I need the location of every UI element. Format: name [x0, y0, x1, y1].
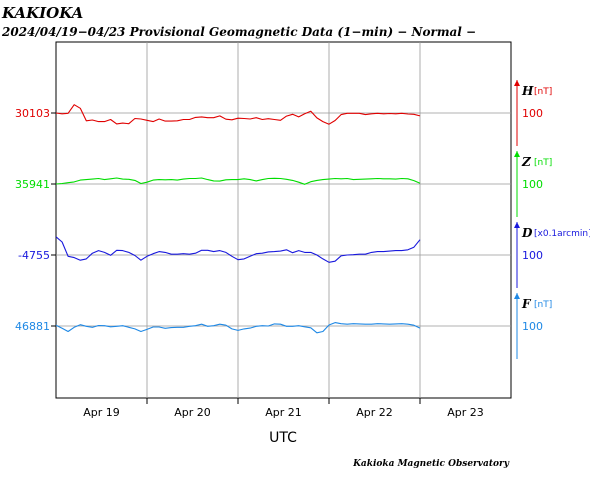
component-label-f: F — [521, 297, 532, 311]
baseline-labels: 30103 35941 -4755 46881 — [15, 107, 50, 333]
observatory-credit: Kakioka Magnetic Observatory — [352, 459, 510, 469]
baseline-gridlines — [51, 112, 511, 327]
scale-value-label: 100 — [522, 178, 543, 191]
x-tick-label: Apr 19 — [83, 406, 120, 419]
x-tick-label: Apr 21 — [265, 406, 302, 419]
component-unit-h: [nT] — [534, 87, 552, 97]
series-line-z — [55, 177, 421, 185]
scale-value-label: 100 — [522, 107, 543, 120]
chart-subtitle: 2024/04/19−04/23 Provisional Geomagnetic… — [1, 25, 476, 39]
x-axis-label: UTC — [269, 430, 297, 446]
baseline-label-f: 46881 — [15, 320, 50, 333]
component-unit-f: [nT] — [534, 300, 552, 310]
series-line-f — [55, 322, 421, 334]
scale-arrow-icon — [514, 293, 520, 299]
component-unit-z: [nT] — [534, 158, 552, 168]
baseline-label-d: -4755 — [18, 249, 50, 262]
x-tick-label: Apr 22 — [356, 406, 393, 419]
station-title: KAKIOKA — [1, 4, 83, 22]
component-unit-d: [x0.1arcmin] — [534, 229, 590, 239]
scale-value-label: 100 — [522, 249, 543, 262]
component-label-d: D — [521, 226, 533, 240]
x-tick-label: Apr 23 — [447, 406, 484, 419]
series-lines — [55, 104, 421, 334]
plot-area — [51, 41, 512, 399]
x-axis-ticks: Apr 19 Apr 20 Apr 21 Apr 22 Apr 23 — [83, 398, 484, 419]
component-label-h: H — [521, 84, 534, 98]
series-line-d — [55, 236, 421, 263]
scale-value-label: 100 — [522, 320, 543, 333]
x-tick-label: Apr 20 — [174, 406, 211, 419]
baseline-label-h: 30103 — [15, 107, 50, 120]
scale-arrow-icon — [514, 151, 520, 157]
scale-arrow-icon — [514, 222, 520, 228]
series-line-h — [55, 104, 421, 125]
vertical-gridlines — [146, 42, 421, 398]
scale-arrow-icon — [514, 80, 520, 86]
component-label-z: Z — [521, 155, 532, 169]
baseline-label-z: 35941 — [15, 178, 50, 191]
plot-frame — [55, 41, 512, 399]
